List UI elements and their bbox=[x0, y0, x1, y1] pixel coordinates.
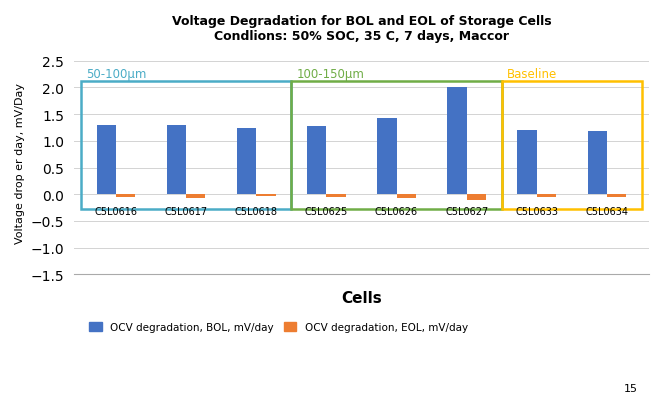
X-axis label: Cells: Cells bbox=[341, 290, 382, 305]
Bar bbox=[167, 126, 186, 195]
Bar bbox=[448, 88, 467, 195]
Bar bbox=[588, 132, 607, 195]
Bar bbox=[607, 195, 626, 198]
Bar bbox=[116, 195, 135, 197]
Bar bbox=[327, 195, 346, 197]
Text: Baseline: Baseline bbox=[507, 68, 558, 81]
Bar bbox=[97, 126, 116, 195]
Title: Voltage Degradation for BOL and EOL of Storage Cells
Condlions: 50% SOC, 35 C, 7: Voltage Degradation for BOL and EOL of S… bbox=[171, 15, 551, 43]
Text: 50-100μm: 50-100μm bbox=[86, 68, 147, 81]
Text: C5L0626: C5L0626 bbox=[375, 207, 418, 217]
Text: C5L0617: C5L0617 bbox=[165, 207, 208, 217]
Bar bbox=[186, 195, 205, 198]
Text: C5L0627: C5L0627 bbox=[445, 207, 488, 217]
Text: C5L0616: C5L0616 bbox=[94, 207, 137, 217]
Bar bbox=[237, 129, 256, 195]
Text: C5L0633: C5L0633 bbox=[515, 207, 558, 217]
Bar bbox=[396, 195, 416, 199]
Y-axis label: Voltage drop er day, mV/Day: Voltage drop er day, mV/Day bbox=[15, 83, 25, 243]
Bar bbox=[377, 119, 396, 195]
Text: 15: 15 bbox=[623, 383, 637, 393]
Text: C5L0618: C5L0618 bbox=[235, 207, 278, 217]
Bar bbox=[537, 195, 556, 198]
Legend: OCV degradation, BOL, mV/day, OCV degradation, EOL, mV/day: OCV degradation, BOL, mV/day, OCV degrad… bbox=[85, 318, 472, 336]
Text: C5L0625: C5L0625 bbox=[305, 207, 348, 217]
Bar bbox=[256, 195, 276, 196]
Bar bbox=[467, 195, 486, 200]
Text: 100-150μm: 100-150μm bbox=[297, 68, 365, 81]
Bar bbox=[307, 127, 327, 195]
Bar bbox=[517, 130, 537, 195]
Text: C5L0634: C5L0634 bbox=[586, 207, 628, 217]
